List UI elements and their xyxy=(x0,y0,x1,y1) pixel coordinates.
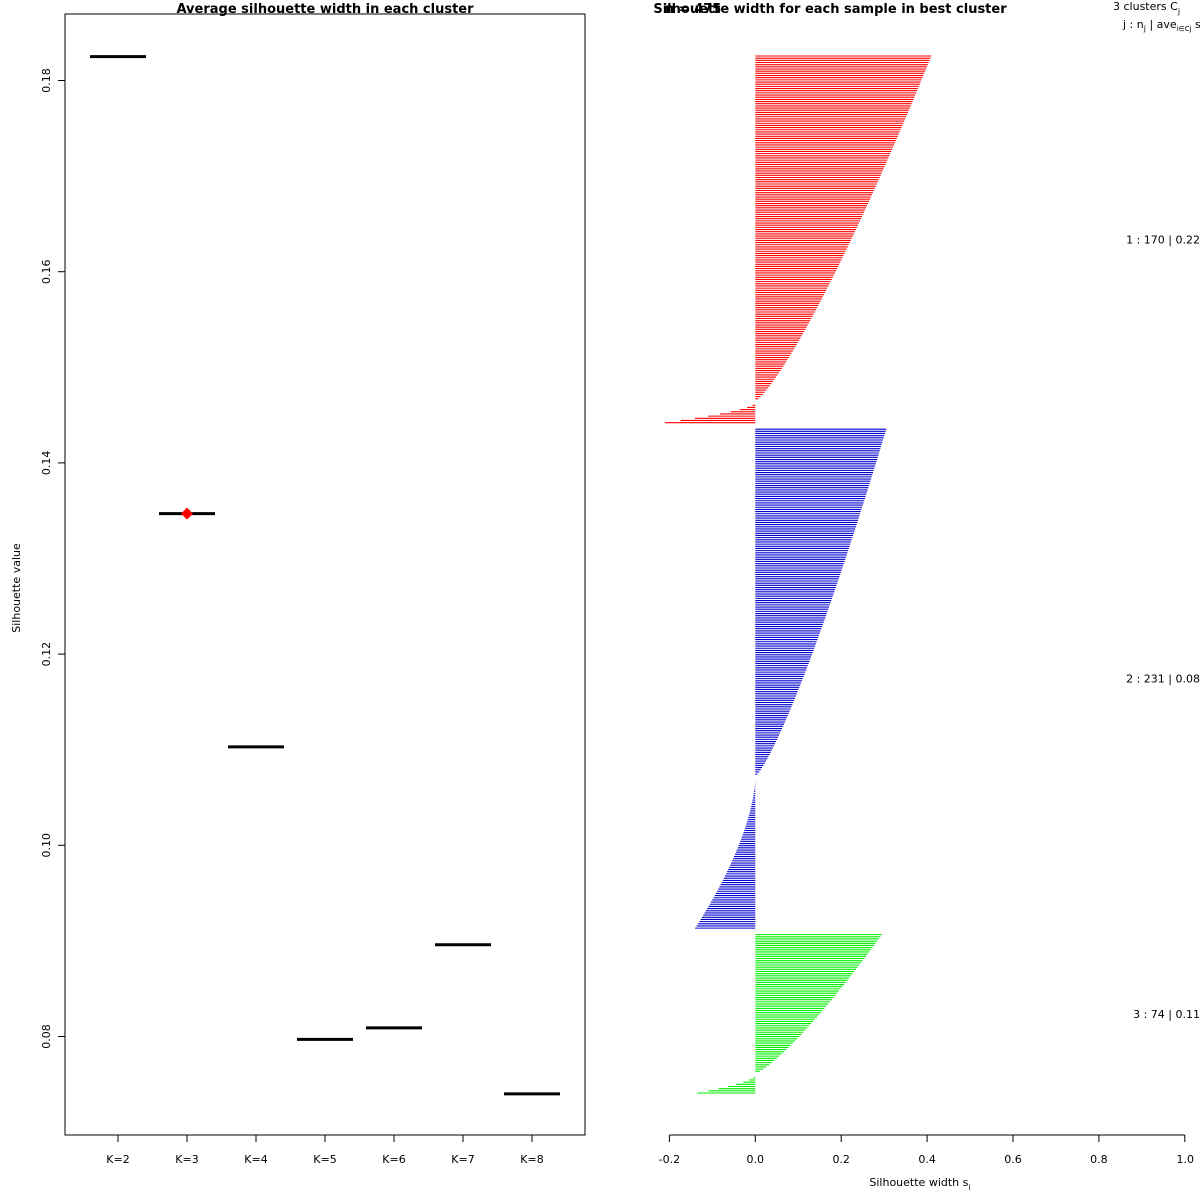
left-x-tick-label: K=6 xyxy=(382,1153,405,1166)
right-x-tick-label: 0.4 xyxy=(918,1153,936,1166)
left-plot-frame xyxy=(64,13,586,1136)
sample-count-label: n = 475 xyxy=(665,2,721,17)
left-marks xyxy=(90,55,560,1096)
left-x-tick-label: K=5 xyxy=(313,1153,336,1166)
left-x-tick-label: K=4 xyxy=(244,1153,267,1166)
left-x-tick-label: K=8 xyxy=(520,1153,543,1166)
left-y-axis-label: Silhouette value xyxy=(10,543,23,633)
left-y-tick-label: 0.16 xyxy=(40,259,53,284)
legend-subheader: j : nj | avei∈Cj s xyxy=(1122,18,1200,33)
left-y-tick-label: 0.08 xyxy=(40,1024,53,1049)
right-x-axis: -0.2 0.0 0.2 0.4 0.6 0.8 1.0 xyxy=(659,1134,1195,1166)
left-x-tick-label: K=7 xyxy=(451,1153,474,1166)
left-x-tick-label: K=3 xyxy=(175,1153,198,1166)
cluster-labels: 1 : 170 | 0.22 2 : 231 | 0.08 3 : 74 | 0.1… xyxy=(1126,233,1200,1020)
silhouette-bars xyxy=(665,55,932,1094)
legend-header: 3 clusters Cj xyxy=(1113,0,1180,16)
cluster-2-summary: 2 : 231 | 0.08 xyxy=(1126,673,1200,686)
right-x-axis-label: Silhouette width si xyxy=(869,1176,970,1192)
cluster-3-summary: 3 : 74 | 0.11 xyxy=(1133,1008,1200,1021)
right-chart-title: Silhouette width for each sample in best… xyxy=(653,2,1007,17)
cluster-1-summary: 1 : 170 | 0.22 xyxy=(1126,233,1200,246)
right-x-tick-label: 0.2 xyxy=(832,1153,850,1166)
left-y-tick-label: 0.10 xyxy=(40,833,53,858)
sample-silhouette-panel: Silhouette width for each sample in best… xyxy=(653,0,1200,1192)
best-k-marker xyxy=(181,507,193,520)
right-x-tick-label: 0.8 xyxy=(1090,1153,1108,1166)
avg-silhouette-panel: Average silhouette width in each cluster… xyxy=(10,2,586,1166)
left-y-tick-label: 0.14 xyxy=(40,451,53,476)
left-y-tick-label: 0.12 xyxy=(40,642,53,667)
left-x-axis: K=2 K=3 K=4 K=5 K=6 K=7 K=8 xyxy=(106,1135,544,1166)
cluster-legend: 3 clusters Cj j : nj | avei∈Cj s xyxy=(1113,0,1200,33)
right-x-tick-label: 0.6 xyxy=(1004,1153,1022,1166)
left-y-axis: 0.08 0.10 0.12 0.14 0.16 0.18 xyxy=(40,68,65,1049)
left-y-tick-label: 0.18 xyxy=(40,68,53,93)
left-chart-title: Average silhouette width in each cluster xyxy=(176,2,474,17)
right-x-tick-label: -0.2 xyxy=(659,1153,680,1166)
right-x-tick-label: 1.0 xyxy=(1177,1153,1195,1166)
right-x-tick-label: 0.0 xyxy=(747,1153,765,1166)
left-x-tick-label: K=2 xyxy=(106,1153,129,1166)
